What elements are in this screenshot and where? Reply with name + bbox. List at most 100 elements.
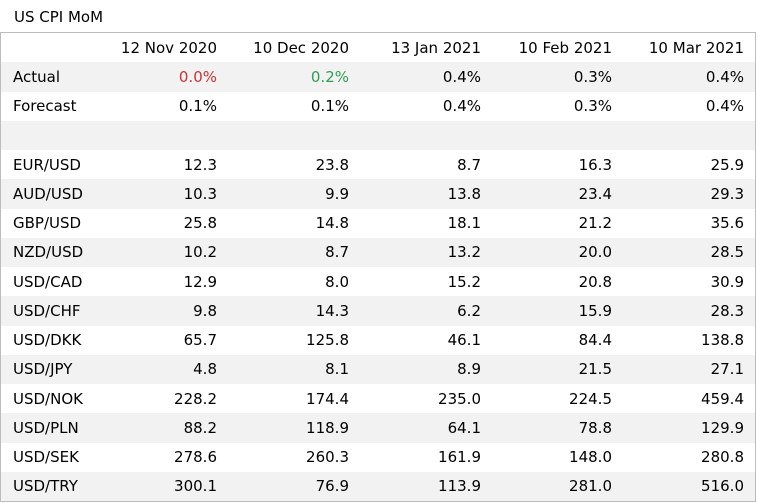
pair-value: 9.9 — [325, 184, 349, 203]
pair-value: 64.1 — [447, 418, 481, 437]
pair-value: 46.1 — [447, 331, 481, 350]
actual-row: Actual 0.0% 0.2% 0.4% 0.3% 0.4% — [1, 62, 755, 92]
pair-label: EUR/USD — [13, 155, 81, 174]
column-header: 12 Nov 2020 — [120, 38, 217, 57]
table-row: USD/PLN 88.2 118.9 64.1 78.8 129.9 — [1, 413, 755, 443]
table-row: GBP/USD 25.8 14.8 18.1 21.2 35.6 — [1, 209, 755, 238]
pair-value: 8.0 — [325, 272, 349, 291]
pair-value: 138.8 — [701, 331, 744, 350]
pair-value: 459.4 — [701, 389, 744, 408]
table-row: USD/JPY 4.8 8.1 8.9 21.5 27.1 — [1, 354, 755, 384]
pair-value: 76.9 — [315, 477, 349, 496]
pair-value: 228.2 — [174, 389, 217, 408]
pair-value: 278.6 — [174, 448, 217, 467]
pair-value: 84.4 — [578, 331, 612, 350]
pair-value: 10.3 — [183, 184, 217, 203]
table-row: USD/SEK 278.6 260.3 161.9 148.0 280.8 — [1, 443, 755, 472]
pair-value: 300.1 — [174, 477, 217, 496]
pair-label: NZD/USD — [13, 243, 84, 262]
forecast-value: 0.4% — [705, 97, 744, 116]
table-row: USD/CAD 12.9 8.0 15.2 20.8 30.9 — [1, 267, 755, 296]
table-row: EUR/USD 12.3 23.8 8.7 16.3 25.9 — [1, 150, 755, 179]
forecast-value: 0.1% — [178, 97, 217, 116]
pair-value: 15.9 — [578, 301, 612, 320]
pair-value: 65.7 — [183, 331, 217, 350]
pair-value: 8.1 — [325, 360, 349, 379]
table-row: NZD/USD 10.2 8.7 13.2 20.0 28.5 — [1, 237, 755, 267]
actual-value: 0.3% — [573, 67, 612, 86]
pair-label: GBP/USD — [13, 214, 82, 233]
pair-value: 280.8 — [701, 448, 744, 467]
pair-value: 125.8 — [306, 331, 349, 350]
pair-value: 9.8 — [193, 301, 217, 320]
pair-value: 13.2 — [447, 243, 481, 262]
pair-value: 174.4 — [306, 389, 349, 408]
pair-value: 23.4 — [578, 184, 612, 203]
pair-value: 6.2 — [457, 301, 481, 320]
pair-value: 235.0 — [438, 389, 481, 408]
forecast-value: 0.1% — [310, 97, 349, 116]
pair-value: 88.2 — [183, 418, 217, 437]
pair-value: 12.3 — [183, 155, 217, 174]
column-header: 13 Jan 2021 — [391, 38, 481, 57]
pair-label: USD/SEK — [13, 448, 79, 467]
table-row: AUD/USD 10.3 9.9 13.8 23.4 29.3 — [1, 179, 755, 209]
pair-value: 161.9 — [438, 448, 481, 467]
pair-value: 12.9 — [183, 272, 217, 291]
pair-value: 21.5 — [578, 360, 612, 379]
column-header: 10 Mar 2021 — [648, 38, 744, 57]
pair-value: 113.9 — [438, 477, 481, 496]
row-label: Actual — [13, 67, 60, 86]
pair-value: 78.8 — [578, 418, 612, 437]
pair-value: 21.2 — [578, 214, 612, 233]
pair-value: 23.8 — [315, 155, 349, 174]
pair-value: 35.6 — [710, 214, 744, 233]
pair-label: USD/TRY — [13, 477, 78, 496]
cpi-table: 12 Nov 2020 10 Dec 2020 13 Jan 2021 10 F… — [0, 32, 756, 502]
pair-value: 29.3 — [710, 184, 744, 203]
pair-value: 25.8 — [183, 214, 217, 233]
column-header: 10 Dec 2020 — [253, 38, 349, 57]
pair-value: 18.1 — [447, 214, 481, 233]
pair-value: 15.2 — [447, 272, 481, 291]
pair-value: 8.7 — [325, 243, 349, 262]
pair-value: 25.9 — [710, 155, 744, 174]
pair-value: 16.3 — [578, 155, 612, 174]
table-row: USD/CHF 9.8 14.3 6.2 15.9 28.3 — [1, 296, 755, 326]
pair-value: 129.9 — [701, 418, 744, 437]
pair-value: 224.5 — [569, 389, 612, 408]
pair-value: 28.5 — [710, 243, 744, 262]
pair-label: USD/CHF — [13, 301, 81, 320]
row-label: Forecast — [13, 97, 77, 116]
pair-value: 20.0 — [578, 243, 612, 262]
pair-value: 13.8 — [447, 184, 481, 203]
forecast-row: Forecast 0.1% 0.1% 0.4% 0.3% 0.4% — [1, 92, 755, 121]
pair-value: 30.9 — [710, 272, 744, 291]
forecast-value: 0.4% — [442, 97, 481, 116]
pair-value: 14.8 — [315, 214, 349, 233]
pair-value: 10.2 — [183, 243, 217, 262]
pair-value: 14.3 — [315, 301, 349, 320]
pair-value: 516.0 — [701, 477, 744, 496]
forecast-value: 0.3% — [573, 97, 612, 116]
header-row: 12 Nov 2020 10 Dec 2020 13 Jan 2021 10 F… — [1, 33, 755, 62]
pair-value: 20.8 — [578, 272, 612, 291]
table-row: USD/NOK 228.2 174.4 235.0 224.5 459.4 — [1, 384, 755, 413]
actual-value: 0.2% — [310, 67, 349, 86]
pair-value: 281.0 — [569, 477, 612, 496]
pair-value: 148.0 — [569, 448, 612, 467]
actual-value: 0.4% — [442, 67, 481, 86]
pair-value: 27.1 — [710, 360, 744, 379]
pair-value: 260.3 — [306, 448, 349, 467]
pair-value: 118.9 — [306, 418, 349, 437]
pair-value: 8.9 — [457, 360, 481, 379]
pair-label: AUD/USD — [13, 184, 83, 203]
pair-value: 28.3 — [710, 301, 744, 320]
column-header: 10 Feb 2021 — [518, 38, 612, 57]
actual-value: 0.4% — [705, 67, 744, 86]
pair-value: 8.7 — [457, 155, 481, 174]
pair-rows: EUR/USD 12.3 23.8 8.7 16.3 25.9 AUD/USD 10.3 9.9… — [1, 150, 755, 501]
pair-label: USD/NOK — [13, 389, 83, 408]
pair-label: USD/JPY — [13, 360, 73, 379]
actual-value: 0.0% — [178, 67, 217, 86]
